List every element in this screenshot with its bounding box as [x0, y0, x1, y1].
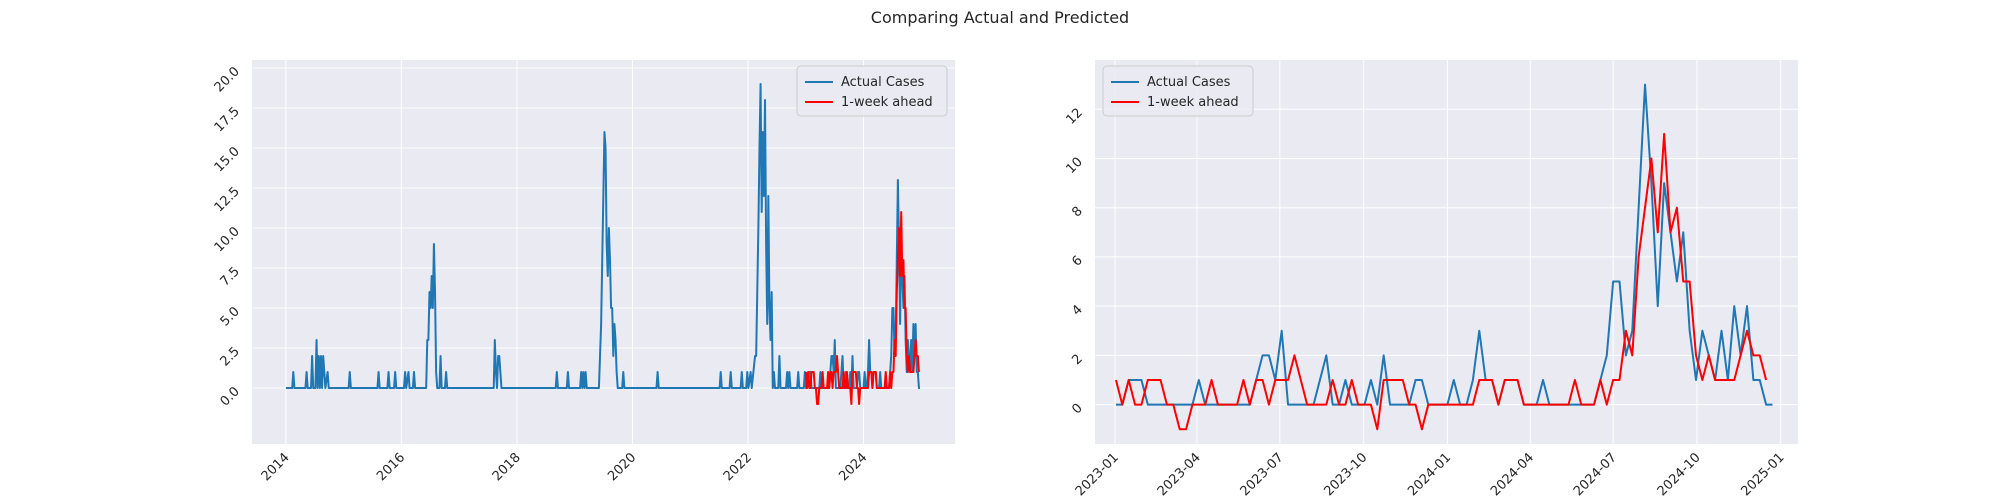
y-tick-label: 10.0 [212, 224, 243, 255]
y-tick-label: 5.0 [218, 304, 243, 329]
x-tick-label: 2024-01 [1405, 450, 1454, 499]
y-tick-label: 20.0 [212, 64, 243, 95]
x-tick-label: 2024 [836, 450, 870, 484]
x-tick-label: 2018 [490, 450, 524, 484]
legend-label: 1-week ahead [841, 95, 933, 110]
x-tick-label: 2022 [721, 450, 755, 484]
x-tick-label: 2025-01 [1739, 450, 1788, 499]
x-tick-label: 2024-04 [1488, 450, 1537, 499]
legend-box [1102, 65, 1254, 117]
legend-label: Actual Cases [1147, 75, 1231, 90]
y-tick-label: 10 [1064, 155, 1086, 177]
y-tick-label: 12.5 [212, 184, 243, 215]
figure-title: Comparing Actual and Predicted [870, 8, 1130, 27]
y-tick-label: 15.0 [212, 144, 243, 175]
predicted-line [804, 211, 920, 405]
y-tick-label: 2 [1069, 352, 1085, 368]
x-tick-label: 2024-10 [1655, 450, 1704, 499]
x-tick-label: 2024-07 [1571, 450, 1620, 499]
y-tick-label: 2.5 [218, 344, 243, 369]
y-tick-label: 4 [1069, 302, 1085, 318]
predicted-line [1114, 132, 1768, 431]
y-tick-label: 17.5 [212, 104, 243, 135]
y-tick-label: 0 [1069, 401, 1085, 417]
x-tick-label: 2023-04 [1155, 450, 1204, 499]
chart-panel-left: 2014 2016 2018 2020 2022 2024 0.0 2.5 5.0 7.5 10.0… [212, 60, 955, 484]
x-tick-label: 2014 [259, 450, 293, 484]
x-tick-label: 2023-01 [1073, 450, 1122, 499]
legend: Actual Cases 1-week ahead [1102, 65, 1254, 117]
x-tick-label: 2020 [605, 450, 639, 484]
legend-label: Actual Cases [841, 75, 925, 90]
legend: Actual Cases 1-week ahead [796, 65, 948, 117]
y-tick-label: 7.5 [218, 264, 243, 289]
legend-label: 1-week ahead [1147, 95, 1239, 110]
chart-panel-right: 2023-01 2023-04 2023-07 2023-10 2024-01 2024-… [1064, 60, 1798, 499]
x-tick-label: 2023-07 [1238, 450, 1287, 499]
y-tick-label: 8 [1069, 204, 1085, 220]
x-tick-label: 2016 [374, 450, 408, 484]
x-tick-label: 2023-10 [1321, 450, 1370, 499]
y-tick-label: 0.0 [218, 384, 243, 409]
legend-box [796, 65, 948, 117]
y-tick-label: 12 [1064, 105, 1086, 127]
y-tick-label: 6 [1069, 253, 1085, 269]
